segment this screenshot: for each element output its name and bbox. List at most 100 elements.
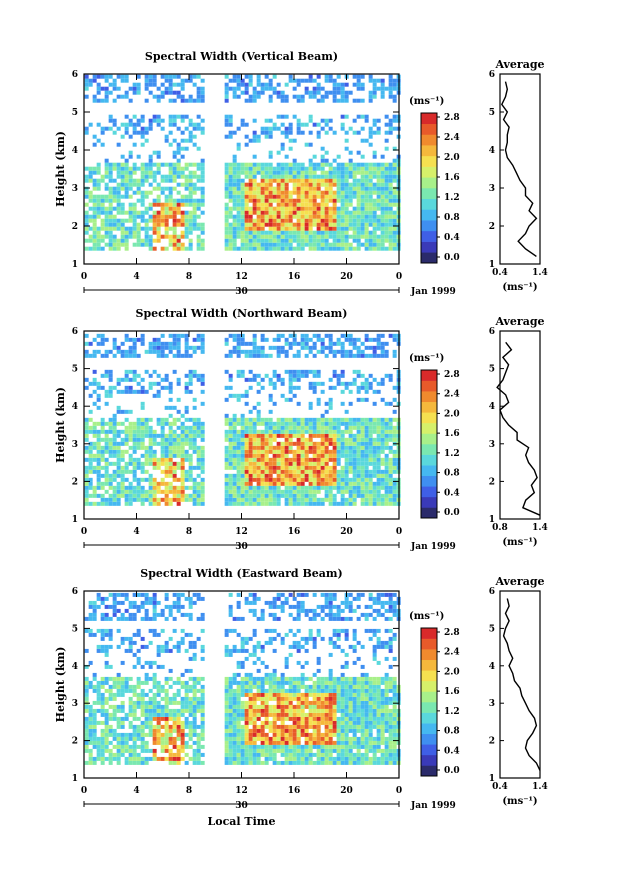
heatmap-cell — [336, 190, 341, 195]
heatmap-cell — [260, 234, 265, 239]
heatmap-cell — [368, 186, 373, 191]
heatmap-cell — [372, 182, 377, 187]
heatmap-cell — [388, 186, 393, 191]
heatmap-cell — [180, 82, 185, 87]
heatmap-cell — [284, 501, 289, 506]
heatmap-cell — [360, 457, 365, 462]
heatmap-cell — [252, 130, 257, 135]
heatmap-cell — [236, 469, 241, 474]
heatmap-cell — [104, 373, 109, 378]
heatmap-cell — [180, 612, 185, 617]
heatmap-cell — [272, 501, 277, 506]
heatmap-cell — [372, 242, 377, 247]
heatmap-cell — [116, 449, 121, 454]
heatmap-cell — [92, 732, 97, 737]
heatmap-cell — [84, 481, 89, 486]
colorbar-swatch — [421, 380, 437, 392]
heatmap-cell — [168, 497, 173, 502]
heatmap-cell — [256, 381, 261, 386]
heatmap-cell — [100, 696, 105, 701]
heatmap-cell — [312, 353, 317, 358]
heatmap-cell — [136, 214, 141, 219]
heatmap-cell — [184, 389, 189, 394]
heatmap-cell — [296, 226, 301, 231]
heatmap-cell — [116, 628, 121, 633]
heatmap-cell — [180, 437, 185, 442]
heatmap-cell — [280, 206, 285, 211]
heatmap-cell — [192, 708, 197, 713]
heatmap-cell — [340, 202, 345, 207]
heatmap-cell — [268, 206, 273, 211]
heatmap-cell — [304, 457, 309, 462]
heatmap-cell — [164, 214, 169, 219]
heatmap-cell — [308, 345, 313, 350]
heatmap-cell — [284, 234, 289, 239]
heatmap-cell — [360, 198, 365, 203]
heatmap-cell — [196, 489, 201, 494]
heatmap-cell — [184, 732, 189, 737]
heatmap-cell — [192, 716, 197, 721]
heatmap-cell — [176, 708, 181, 713]
heatmap-cell — [100, 174, 105, 179]
heatmap-cell — [256, 433, 261, 438]
heatmap-cell — [180, 182, 185, 187]
heatmap-cell — [128, 481, 133, 486]
heatmap-cell — [248, 429, 253, 434]
heatmap-cell — [336, 186, 341, 191]
heatmap-cell — [372, 230, 377, 235]
heatmap-cell — [368, 417, 373, 422]
heatmap-cell — [88, 381, 93, 386]
heatmap-cell — [356, 457, 361, 462]
heatmap-cell — [304, 465, 309, 470]
heatmap-cell — [288, 194, 293, 199]
heatmap-cell — [364, 385, 369, 390]
heatmap-cell — [384, 417, 389, 422]
profile-x-tick-label: 1.4 — [532, 268, 548, 278]
heatmap-cell — [180, 218, 185, 223]
heatmap-cell — [328, 401, 333, 406]
heatmap-cell — [232, 688, 237, 693]
heatmap-cell — [304, 353, 309, 358]
heatmap-cell — [256, 437, 261, 442]
heatmap-cell — [236, 720, 241, 725]
heatmap-cell — [200, 465, 205, 470]
heatmap-cell — [120, 724, 125, 729]
heatmap-cell — [200, 246, 205, 251]
heatmap-cell — [236, 736, 241, 741]
heatmap-cell — [296, 194, 301, 199]
heatmap-cell — [364, 202, 369, 207]
heatmap-cell — [192, 644, 197, 649]
heatmap-cell — [232, 130, 237, 135]
heatmap-cell — [256, 445, 261, 450]
heatmap-cell — [172, 345, 177, 350]
heatmap-cell — [236, 445, 241, 450]
heatmap-cell — [340, 493, 345, 498]
heatmap-cell — [192, 437, 197, 442]
heatmap-cell — [120, 441, 125, 446]
heatmap-cell — [176, 417, 181, 422]
heatmap-cell — [112, 501, 117, 506]
heatmap-cell — [244, 174, 249, 179]
heatmap-cell — [116, 445, 121, 450]
heatmap-cell — [96, 385, 101, 390]
heatmap-cell — [320, 158, 325, 163]
heatmap-cell — [176, 126, 181, 131]
heatmap-cell — [240, 481, 245, 486]
heatmap-cell — [108, 385, 113, 390]
heatmap-cell — [184, 696, 189, 701]
heatmap-cell — [168, 445, 173, 450]
heatmap-cell — [332, 373, 337, 378]
heatmap-cell — [248, 74, 253, 79]
heatmap-cell — [92, 214, 97, 219]
heatmap-cell — [116, 688, 121, 693]
heatmap-cell — [356, 437, 361, 442]
heatmap-cell — [92, 756, 97, 761]
heatmap-cell — [92, 389, 97, 394]
heatmap-cell — [360, 433, 365, 438]
heatmap-cell — [348, 166, 353, 171]
heatmap-cell — [336, 230, 341, 235]
heatmap-cell — [256, 218, 261, 223]
heatmap-cell — [320, 202, 325, 207]
heatmap-cell — [252, 337, 257, 342]
heatmap-cell — [316, 485, 321, 490]
